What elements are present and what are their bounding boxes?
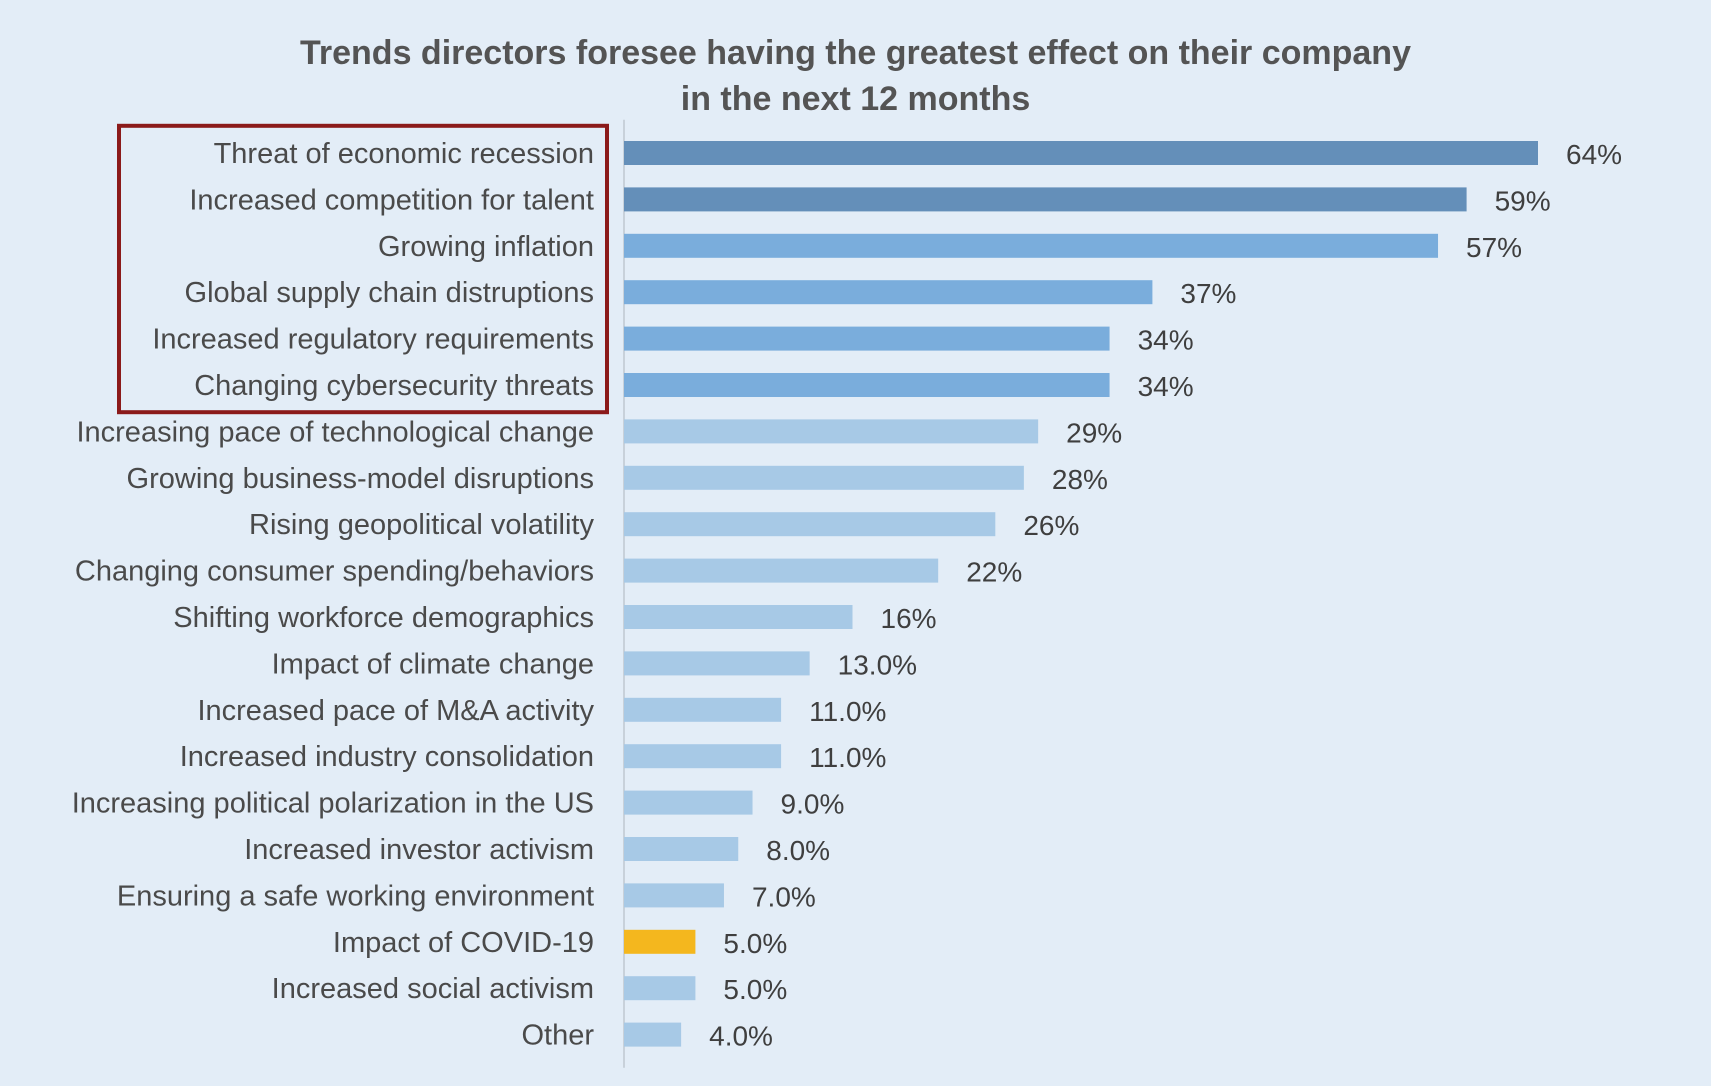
category-label: Threat of economic recession: [214, 138, 594, 170]
bar: [624, 419, 1039, 444]
value-label: 29%: [1066, 417, 1122, 448]
bar: [624, 233, 1439, 258]
value-label: 34%: [1138, 325, 1194, 356]
category-label: Impact of COVID-19: [333, 927, 594, 959]
bar: [624, 187, 1467, 212]
bar: [624, 837, 739, 861]
value-label: 34%: [1138, 371, 1194, 402]
category-label: Ensuring a safe working environment: [117, 880, 594, 912]
value-label: 5.0%: [723, 928, 787, 959]
bar: [624, 141, 1538, 165]
bar: [624, 976, 696, 1001]
bar: [624, 512, 996, 537]
highlight-box: [117, 123, 609, 415]
value-label: 37%: [1180, 278, 1236, 309]
bar: [624, 697, 782, 722]
bar: [624, 326, 1110, 351]
category-label: Shifting workforce demographics: [173, 602, 594, 634]
value-label: 11.0%: [809, 742, 886, 773]
bar: [624, 744, 782, 769]
bar: [624, 1022, 682, 1047]
category-label: Increased pace of M&A activity: [197, 695, 594, 727]
category-label: Growing inflation: [378, 231, 594, 263]
category-label: Increased regulatory requirements: [152, 324, 594, 356]
value-label: 28%: [1052, 464, 1108, 495]
category-label: Impact of climate change: [272, 648, 594, 680]
value-label: 22%: [966, 557, 1022, 588]
category-label: Increased investor activism: [244, 834, 594, 866]
value-label: 16%: [881, 603, 937, 634]
category-label: Increasing pace of technological change: [76, 416, 594, 448]
bar: [624, 929, 696, 954]
bar: [624, 790, 753, 815]
category-label: Increasing political polarization in the…: [72, 788, 594, 820]
bar: [624, 605, 853, 629]
value-label: 8.0%: [766, 835, 830, 866]
bar: [624, 883, 724, 908]
category-label: Growing business-model disruptions: [127, 463, 594, 495]
value-label: 64%: [1566, 139, 1622, 170]
bar: [624, 280, 1153, 305]
category-label: Changing cybersecurity threats: [194, 370, 594, 402]
category-label: Other: [521, 1020, 594, 1052]
bar: [624, 373, 1110, 397]
value-label: 5.0%: [723, 974, 787, 1005]
value-label: 7.0%: [752, 881, 816, 912]
chart-title-line-1: Trends directors foresee having the grea…: [300, 34, 1411, 72]
category-label: Rising geopolitical volatility: [249, 509, 594, 541]
bar: [624, 465, 1024, 490]
chart-title: Trends directors foresee having the grea…: [0, 30, 1711, 122]
bar: [624, 651, 810, 676]
value-label: 26%: [1023, 510, 1079, 541]
category-label: Increased competition for talent: [189, 184, 594, 216]
category-label: Increased social activism: [272, 973, 594, 1005]
value-label: 9.0%: [781, 789, 845, 820]
value-label: 11.0%: [809, 696, 886, 727]
bar: [624, 558, 939, 583]
value-label: 57%: [1466, 232, 1522, 263]
value-label: 59%: [1495, 185, 1551, 216]
category-label: Changing consumer spending/behaviors: [75, 556, 594, 588]
category-label: Increased industry consolidation: [180, 741, 594, 773]
category-label: Global supply chain distruptions: [185, 277, 594, 309]
chart-title-line-2: in the next 12 months: [680, 80, 1031, 118]
value-label: 4.0%: [709, 1021, 773, 1052]
value-label: 13.0%: [838, 649, 917, 680]
